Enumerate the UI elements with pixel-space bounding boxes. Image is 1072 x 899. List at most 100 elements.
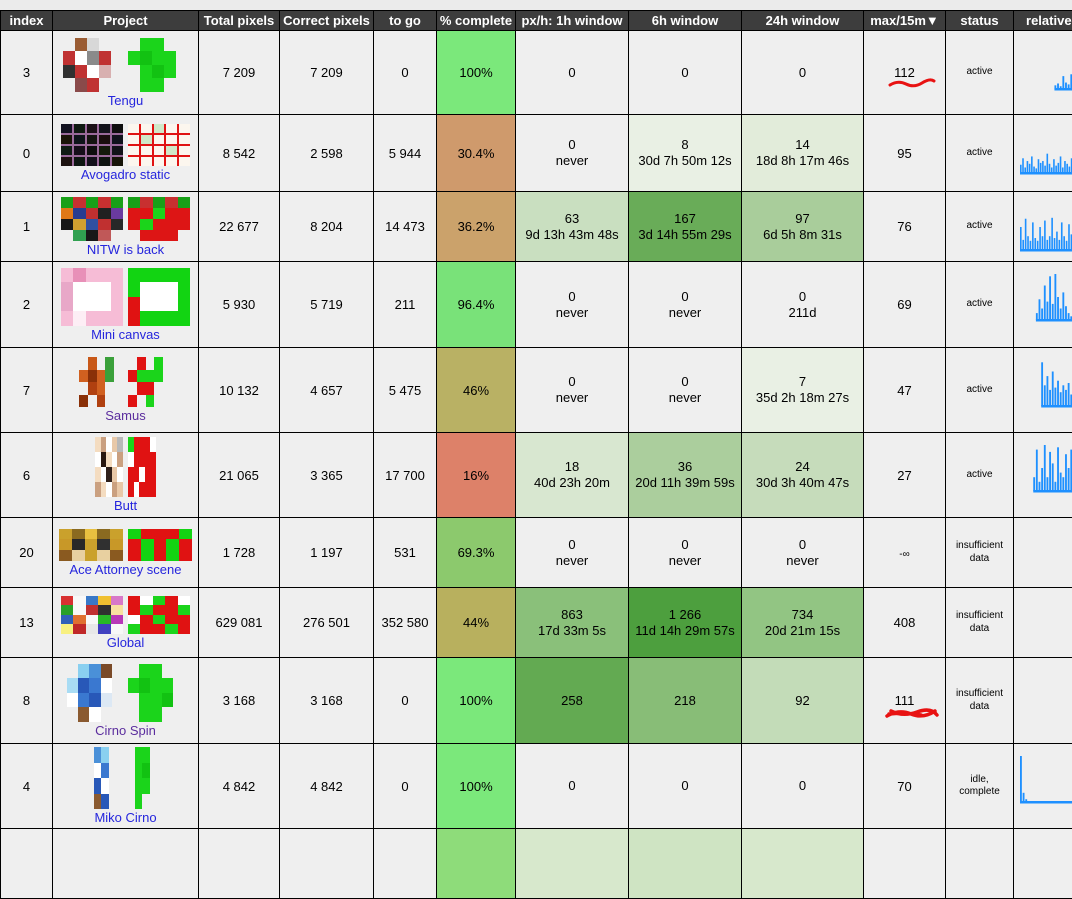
- thumbnail-pixel: [109, 747, 116, 763]
- project-template-thumbnail[interactable]: [61, 596, 123, 634]
- thumbnail-pixel: [135, 778, 142, 794]
- correct-value: 276 501: [303, 615, 350, 630]
- project-template-thumbnail[interactable]: [59, 529, 123, 561]
- project-thumbnails: [53, 38, 198, 92]
- project-template-thumbnail[interactable]: [67, 664, 123, 722]
- column-header-w6h[interactable]: 6h window: [629, 11, 742, 31]
- project-link[interactable]: Global: [53, 635, 198, 650]
- column-header-w1h[interactable]: px/h: 1h window: [516, 11, 629, 31]
- thumbnail-pixel: [179, 550, 192, 561]
- w1h-eta: never: [518, 305, 626, 321]
- w24h-rate: 0: [744, 65, 861, 81]
- project-link[interactable]: Ace Attorney scene: [53, 562, 198, 577]
- complete-value: 100%: [459, 779, 492, 794]
- column-header-total[interactable]: Total pixels: [199, 11, 280, 31]
- activity-sparkline: [1020, 356, 1072, 414]
- thumbnail-pixel: [78, 693, 89, 708]
- complete-value: 69.3%: [458, 545, 495, 560]
- project-template-thumbnail[interactable]: [79, 357, 123, 407]
- column-header-max15m[interactable]: max/15m▼: [864, 11, 946, 31]
- column-header-w24h[interactable]: 24h window: [742, 11, 864, 31]
- project-progress-thumbnail[interactable]: [128, 124, 190, 166]
- total-cell: 3 168: [199, 658, 280, 744]
- status-cell: idle,complete: [946, 744, 1014, 829]
- project-progress-thumbnail[interactable]: [128, 437, 156, 497]
- project-progress-thumbnail[interactable]: [128, 197, 190, 241]
- project-template-thumbnail[interactable]: [61, 197, 123, 241]
- thumbnail-pixel: [74, 157, 85, 166]
- correct-cell: 276 501: [280, 588, 374, 658]
- project-link[interactable]: Avogadro static: [53, 167, 198, 182]
- thumbnail-pixel: [88, 357, 97, 370]
- project-thumbnails: [53, 357, 198, 407]
- project-template-thumbnail[interactable]: [87, 747, 123, 809]
- project-progress-thumbnail[interactable]: [128, 664, 184, 722]
- thumbnail-pixel: [141, 157, 152, 166]
- status-line: insufficient: [948, 610, 1011, 623]
- thumbnail-pixel: [73, 197, 85, 208]
- column-header-index[interactable]: index: [1, 11, 53, 31]
- thumbnail-pixel: [139, 707, 150, 722]
- thumbnail-pixel: [72, 550, 85, 561]
- project-link[interactable]: NITW is back: [53, 242, 198, 257]
- thumbnail-pixel: [154, 395, 163, 408]
- thumbnail-pixel: [86, 311, 98, 326]
- max15m-cell: [864, 829, 946, 899]
- w1h-eta: 40d 23h 20m: [518, 475, 626, 491]
- project-link[interactable]: Tengu: [53, 93, 198, 108]
- thumbnail-pixel: [153, 230, 165, 241]
- activity-sparkline: [1020, 200, 1072, 258]
- index-cell: 8: [1, 658, 53, 744]
- column-header-correct[interactable]: Correct pixels: [280, 11, 374, 31]
- thumbnail-pixel: [157, 778, 164, 794]
- thumbnail-pixel: [173, 678, 184, 693]
- activity-sparkline: [1020, 441, 1072, 499]
- project-progress-thumbnail[interactable]: [128, 529, 192, 561]
- complete-value: 44%: [463, 615, 489, 630]
- project-progress-thumbnail[interactable]: [128, 268, 190, 326]
- project-template-thumbnail[interactable]: [61, 268, 123, 326]
- thumbnail-pixel: [128, 311, 140, 326]
- thumbnail-pixel: [173, 693, 184, 708]
- total-cell: 8 542: [199, 115, 280, 192]
- project-cell: Avogadro static: [53, 115, 199, 192]
- red-annotation-mark: [885, 706, 941, 722]
- total-cell: 21 065: [199, 433, 280, 518]
- project-link[interactable]: Samus: [53, 408, 198, 423]
- thumbnail-pixel: [128, 539, 141, 550]
- column-header-togo[interactable]: to go: [374, 11, 437, 31]
- thumbnail-pixel: [128, 282, 140, 297]
- project-template-thumbnail[interactable]: [61, 124, 123, 166]
- thumbnail-pixel: [98, 230, 110, 241]
- status-line: data: [948, 623, 1011, 636]
- project-progress-thumbnail[interactable]: [128, 357, 172, 407]
- index-cell: 2: [1, 262, 53, 348]
- thumbnail-pixel: [78, 707, 89, 722]
- project-template-thumbnail[interactable]: [63, 38, 123, 92]
- project-link[interactable]: Butt: [53, 498, 198, 513]
- w24h-rate: 92: [744, 693, 861, 709]
- thumbnail-pixel: [139, 664, 150, 679]
- activity-sparkline: [1020, 596, 1072, 654]
- thumbnail-pixel: [86, 230, 98, 241]
- thumbnail-pixel: [75, 38, 87, 52]
- complete-value: 30.4%: [458, 146, 495, 161]
- w24h-rate: 0: [744, 778, 861, 794]
- project-link[interactable]: Cirno Spin: [53, 723, 198, 738]
- complete-cell: 100%: [437, 658, 516, 744]
- project-progress-thumbnail[interactable]: [128, 747, 164, 809]
- thumbnail-pixel: [165, 208, 177, 219]
- thumbnail-pixel: [179, 539, 192, 550]
- thumbnail-pixel: [178, 615, 190, 625]
- project-link[interactable]: Mini canvas: [53, 327, 198, 342]
- index-cell: 4: [1, 744, 53, 829]
- column-header-complete[interactable]: % complete: [437, 11, 516, 31]
- project-progress-thumbnail[interactable]: [128, 38, 188, 92]
- project-template-thumbnail[interactable]: [95, 437, 123, 497]
- thumbnail-pixel: [75, 78, 87, 92]
- project-progress-thumbnail[interactable]: [128, 596, 190, 634]
- column-header-project[interactable]: Project: [53, 11, 199, 31]
- column-header-status[interactable]: status: [946, 11, 1014, 31]
- column-header-activity[interactable]: relative activity: [1014, 11, 1072, 31]
